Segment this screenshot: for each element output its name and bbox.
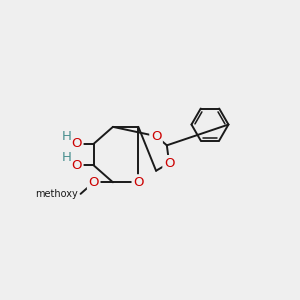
Text: O: O	[133, 176, 144, 189]
Text: O: O	[71, 159, 82, 172]
Text: O: O	[164, 157, 174, 169]
Text: O: O	[151, 130, 161, 142]
Text: O: O	[88, 176, 99, 189]
Text: O: O	[71, 137, 82, 150]
Text: H: H	[62, 151, 72, 164]
Text: H: H	[62, 130, 72, 142]
Text: methoxy: methoxy	[35, 189, 78, 199]
